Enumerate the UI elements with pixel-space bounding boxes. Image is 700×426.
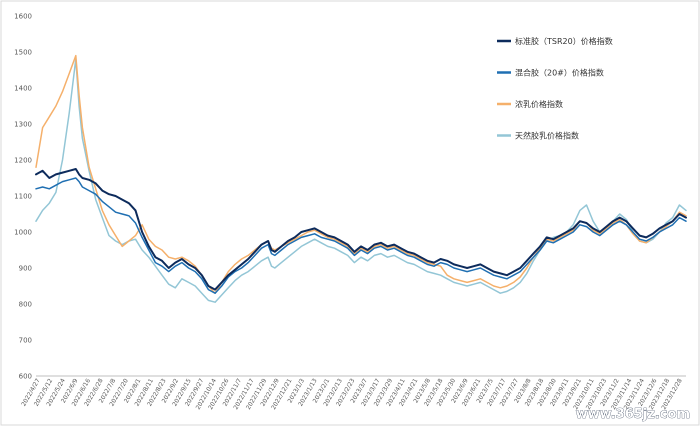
y-tick-label: 900 <box>19 265 32 273</box>
y-tick-label: 1500 <box>14 49 32 57</box>
y-tick-label: 1100 <box>14 193 32 201</box>
series-line-0 <box>35 168 687 291</box>
legend-label-0: 标准胶（TSR20）价格指数 <box>515 36 613 46</box>
series-lines <box>35 54 687 303</box>
legend-label-1: 混合胶（20#）价格指数 <box>515 68 604 78</box>
series-line-1 <box>35 177 687 294</box>
y-tick-label: 600 <box>19 373 32 381</box>
y-tick-label: 1300 <box>14 121 32 129</box>
y-tick-label: 1000 <box>14 229 32 237</box>
legend-label-2: 浓乳价格指数 <box>515 99 563 109</box>
series-line-3 <box>35 58 687 303</box>
y-tick-label: 1400 <box>14 85 32 93</box>
y-tick-label: 700 <box>19 337 32 345</box>
y-tick-label: 800 <box>19 301 32 309</box>
watermark-text: www.365jz.com <box>576 407 690 422</box>
legend-label-3: 天然胶乳价格指数 <box>515 131 579 141</box>
y-tick-label: 1200 <box>14 157 32 165</box>
y-tick-label: 1600 <box>14 13 32 21</box>
